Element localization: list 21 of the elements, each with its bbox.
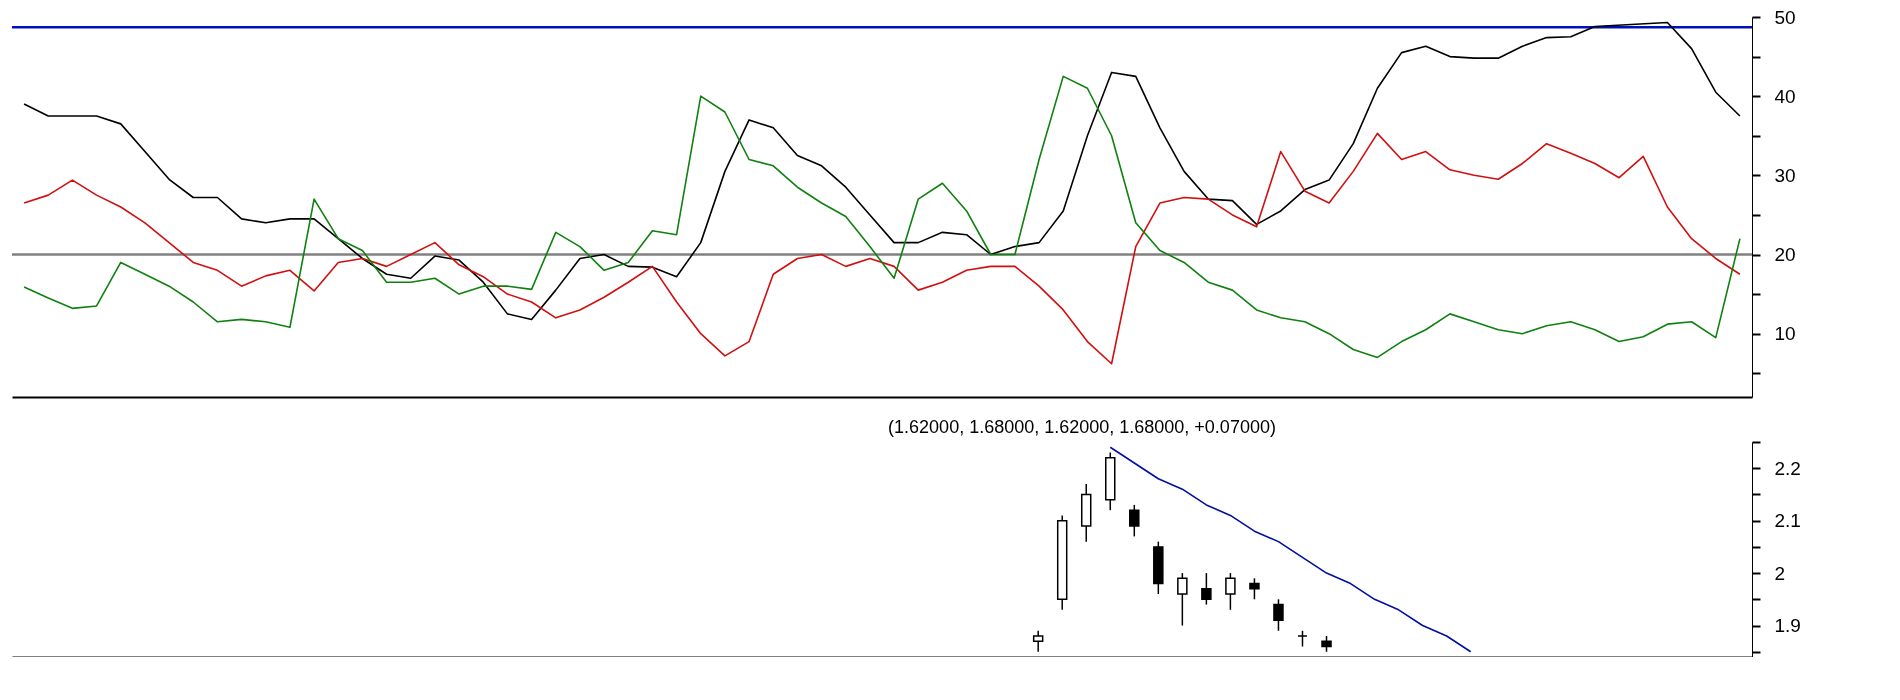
line-series [23,21,1741,321]
y-tick-label: 2.2 [1774,457,1801,479]
line-series [1109,446,1472,653]
candlestick [1177,572,1188,627]
candlestick [1273,598,1284,632]
candlestick [1032,630,1044,653]
chart-title: (1.62000, 1.68000, 1.62000, 1.68000, +0.07000) [888,417,1276,437]
y-tick-label: 20 [1774,244,1796,265]
y-tick-label: 40 [1774,85,1796,107]
candlestick [1249,577,1260,601]
y-tick-label: 2 [1774,562,1786,584]
candlestick [1225,572,1236,611]
y-tick-label: 2.1 [1774,510,1801,532]
y-tick-label: 30 [1774,164,1796,186]
line-series [23,75,1741,359]
y-tick-label: 10 [1774,323,1796,345]
line-series [23,132,1741,365]
candlestick [1129,504,1140,538]
y-tick-label: 50 [1774,6,1796,28]
y-tick-label: 1.9 [1774,615,1801,637]
candlestick [1201,572,1212,606]
